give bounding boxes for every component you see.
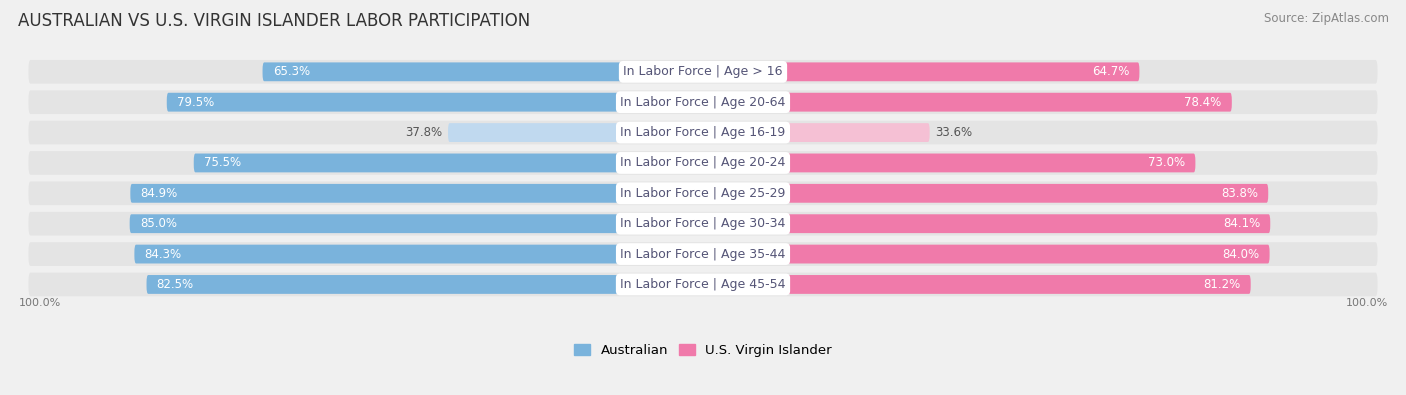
Text: 78.4%: 78.4% — [1184, 96, 1222, 109]
Text: 83.8%: 83.8% — [1222, 187, 1258, 200]
Text: Source: ZipAtlas.com: Source: ZipAtlas.com — [1264, 12, 1389, 25]
FancyBboxPatch shape — [131, 184, 703, 203]
FancyBboxPatch shape — [146, 275, 703, 294]
Text: In Labor Force | Age 45-54: In Labor Force | Age 45-54 — [620, 278, 786, 291]
FancyBboxPatch shape — [28, 212, 1378, 235]
FancyBboxPatch shape — [135, 245, 703, 263]
Text: 64.7%: 64.7% — [1092, 65, 1129, 78]
Text: 65.3%: 65.3% — [273, 65, 309, 78]
FancyBboxPatch shape — [28, 60, 1378, 84]
FancyBboxPatch shape — [449, 123, 703, 142]
Text: 79.5%: 79.5% — [177, 96, 214, 109]
Text: In Labor Force | Age 20-64: In Labor Force | Age 20-64 — [620, 96, 786, 109]
FancyBboxPatch shape — [703, 123, 929, 142]
FancyBboxPatch shape — [28, 242, 1378, 266]
FancyBboxPatch shape — [703, 154, 1195, 172]
FancyBboxPatch shape — [263, 62, 703, 81]
Text: 73.0%: 73.0% — [1149, 156, 1185, 169]
Text: 85.0%: 85.0% — [139, 217, 177, 230]
FancyBboxPatch shape — [194, 154, 703, 172]
Text: In Labor Force | Age 25-29: In Labor Force | Age 25-29 — [620, 187, 786, 200]
Text: 84.9%: 84.9% — [141, 187, 177, 200]
Text: 75.5%: 75.5% — [204, 156, 240, 169]
FancyBboxPatch shape — [703, 184, 1268, 203]
Text: In Labor Force | Age 20-24: In Labor Force | Age 20-24 — [620, 156, 786, 169]
FancyBboxPatch shape — [703, 275, 1251, 294]
Legend: Australian, U.S. Virgin Islander: Australian, U.S. Virgin Islander — [569, 339, 837, 363]
Text: 100.0%: 100.0% — [1346, 298, 1388, 308]
Text: 33.6%: 33.6% — [935, 126, 972, 139]
FancyBboxPatch shape — [28, 273, 1378, 296]
Text: 84.1%: 84.1% — [1223, 217, 1260, 230]
Text: In Labor Force | Age 16-19: In Labor Force | Age 16-19 — [620, 126, 786, 139]
FancyBboxPatch shape — [703, 62, 1139, 81]
Text: In Labor Force | Age 35-44: In Labor Force | Age 35-44 — [620, 248, 786, 261]
Text: 82.5%: 82.5% — [156, 278, 194, 291]
FancyBboxPatch shape — [703, 93, 1232, 112]
FancyBboxPatch shape — [167, 93, 703, 112]
FancyBboxPatch shape — [28, 90, 1378, 114]
Text: 84.3%: 84.3% — [145, 248, 181, 261]
FancyBboxPatch shape — [703, 245, 1270, 263]
FancyBboxPatch shape — [703, 214, 1270, 233]
FancyBboxPatch shape — [28, 121, 1378, 145]
Text: 81.2%: 81.2% — [1204, 278, 1240, 291]
Text: AUSTRALIAN VS U.S. VIRGIN ISLANDER LABOR PARTICIPATION: AUSTRALIAN VS U.S. VIRGIN ISLANDER LABOR… — [18, 12, 530, 30]
FancyBboxPatch shape — [129, 214, 703, 233]
Text: 84.0%: 84.0% — [1222, 248, 1260, 261]
Text: In Labor Force | Age > 16: In Labor Force | Age > 16 — [623, 65, 783, 78]
Text: 37.8%: 37.8% — [405, 126, 443, 139]
FancyBboxPatch shape — [28, 181, 1378, 205]
Text: 100.0%: 100.0% — [18, 298, 60, 308]
Text: In Labor Force | Age 30-34: In Labor Force | Age 30-34 — [620, 217, 786, 230]
FancyBboxPatch shape — [28, 151, 1378, 175]
